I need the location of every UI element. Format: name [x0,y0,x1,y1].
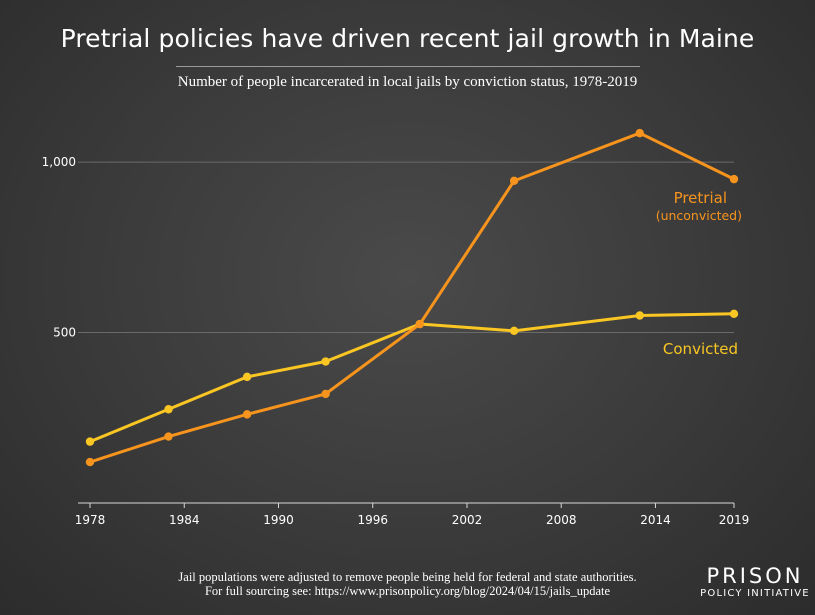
pretrial-point-2013 [635,128,644,138]
x-axis: 1978 1984 1990 1996 2002 2008 2014 2019 [75,502,750,527]
x-tick-label: 1996 [357,513,388,527]
convicted-point-2005 [509,326,519,336]
chart-title: Pretrial policies have driven recent jai… [60,24,755,53]
convicted-point-2013 [635,311,644,320]
pretrial-point-1978 [85,457,95,467]
x-tick-label: 1984 [169,513,200,527]
gridlines [78,161,734,334]
x-tick-label: 2019 [719,513,750,527]
x-tick-label: 1978 [75,513,106,527]
convicted-point-1978 [85,437,95,446]
footnote-line-2: For full sourcing see: https://www.priso… [204,584,611,598]
prison-policy-initiative-logo: PRISON POLICY INITIATIVE [700,565,810,601]
convicted-point-1993 [321,357,330,366]
x-tick-label: 2008 [546,513,577,527]
convicted-series-label: Convicted [663,340,738,358]
pretrial-point-2005 [509,176,519,186]
logo-word-policy-initiative: POLICY INITIATIVE [700,588,810,599]
title-divider [176,66,640,67]
convicted-point-1988 [242,372,252,382]
x-tick-label: 2002 [452,513,483,527]
pretrial-point-2019 [729,174,739,184]
logo-word-prison: PRISON [706,564,804,588]
x-tick-label: 2014 [640,513,671,527]
pretrial-series-sublabel: (unconvicted) [656,208,742,223]
x-tick-label: 1990 [263,513,294,527]
convicted-point-1983 [164,405,173,414]
chart-subtitle: Number of people incarcerated in local j… [177,74,638,90]
footnote-line-1: Jail populations were adjusted to remove… [178,570,637,584]
y-axis-labels: 500 1,000 [42,155,76,339]
pretrial-point-1983 [164,432,173,441]
series-layer [85,128,739,467]
y-tick-label: 1,000 [42,155,76,169]
pretrial-series-line [89,131,735,464]
footnote: Jail populations were adjusted to remove… [0,570,815,598]
convicted-point-2019 [729,309,739,318]
pretrial-series-label: Pretrial [674,189,727,207]
pretrial-point-1999 [415,319,425,329]
pretrial-point-1988 [242,410,252,419]
pretrial-point-1993 [321,389,330,399]
convicted-series-line [89,312,735,444]
y-tick-label: 500 [53,326,76,340]
series-labels: Pretrial(unconvicted) Convicted [656,189,742,358]
